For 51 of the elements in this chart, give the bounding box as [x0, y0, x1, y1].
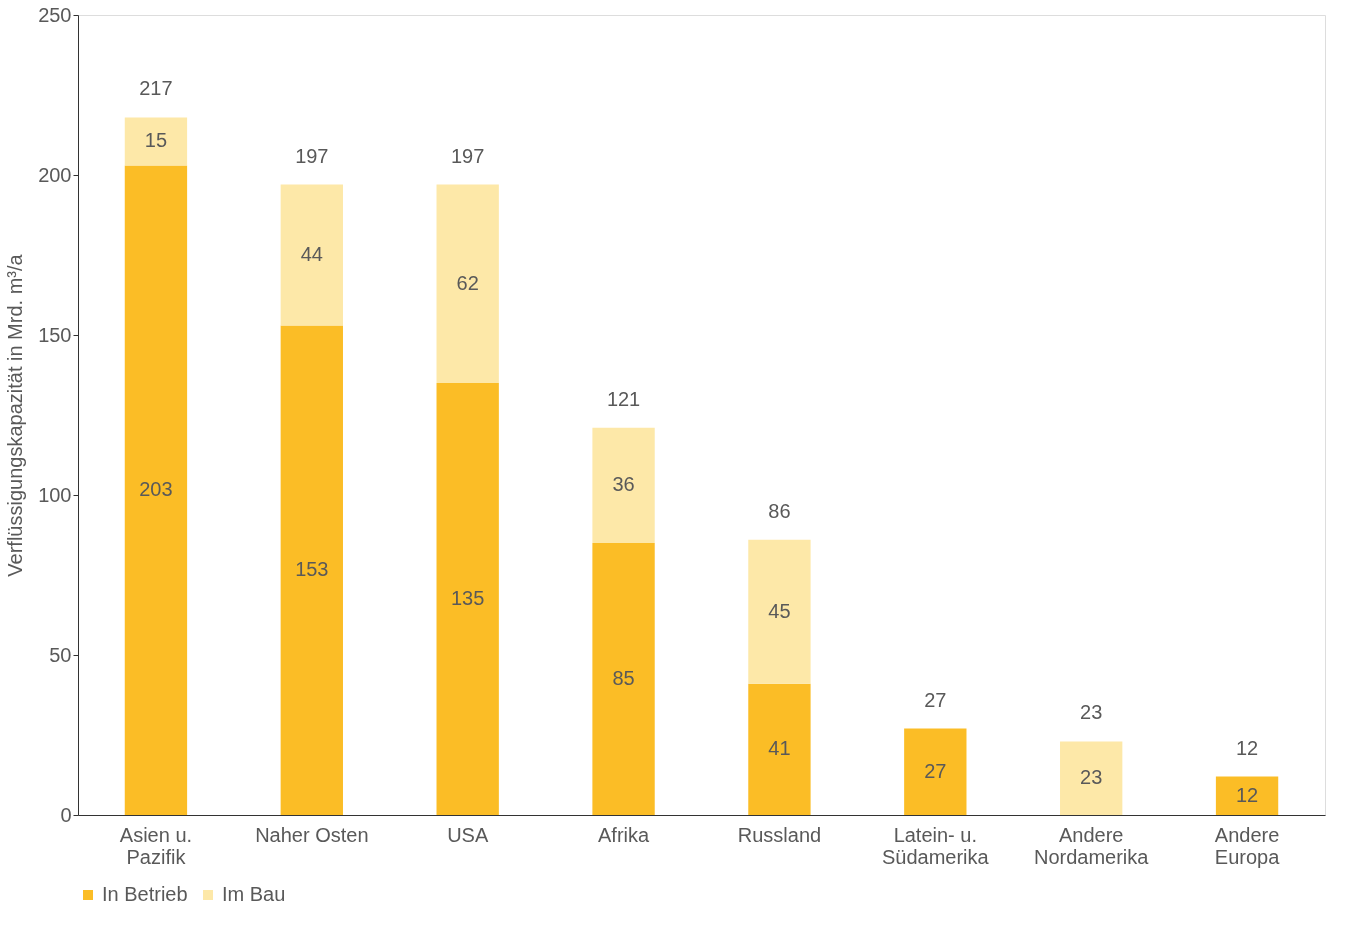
x-tick-label: Russland — [737, 823, 822, 846]
x-tick-label: Latein- u. Südamerika — [881, 823, 990, 868]
y-tick-label: 250 — [38, 3, 72, 26]
total-label: 121 — [606, 387, 641, 410]
bar — [124, 117, 188, 166]
bar — [124, 165, 188, 815]
y-tick-label: 0 — [60, 803, 72, 826]
total-label: 197 — [451, 144, 485, 167]
data-label: 41 — [768, 737, 791, 760]
bar — [280, 325, 343, 815]
legend-label: Im Bau — [222, 883, 286, 905]
y-tick-label: 100 — [38, 483, 72, 506]
data-label: 27 — [924, 759, 947, 782]
bar — [748, 539, 811, 684]
data-label: 23 — [1080, 766, 1103, 789]
data-label: 203 — [139, 478, 173, 501]
bar — [592, 427, 655, 543]
data-label: 85 — [612, 667, 635, 689]
data-label: 15 — [144, 129, 168, 152]
bar — [904, 728, 967, 815]
x-tick-label: USA — [447, 823, 489, 846]
x-tick-label: Andere Nordamerika — [1033, 823, 1150, 868]
data-label: 153 — [295, 558, 329, 581]
y-tick-label: 150 — [38, 323, 72, 346]
total-label: 23 — [1080, 701, 1103, 724]
legend-label: In Betrieb — [102, 883, 188, 905]
data-label: 36 — [612, 473, 635, 496]
data-label: 135 — [451, 587, 485, 609]
y-axis-title: Verflüssigungskapazität in Mrd. m³/a — [4, 253, 27, 577]
bar — [748, 683, 811, 815]
total-label: 86 — [768, 499, 791, 522]
data-label: 62 — [456, 271, 479, 294]
total-label: 197 — [295, 144, 329, 167]
total-label: 27 — [924, 688, 947, 711]
data-label: 12 — [1235, 783, 1259, 806]
bar — [1215, 776, 1279, 815]
x-tick-label: Asien u. Pazifik — [119, 823, 193, 868]
data-label: 45 — [768, 599, 791, 622]
total-label: 12 — [1235, 736, 1259, 759]
x-tick-label: Andere Europa — [1214, 823, 1281, 868]
y-tick-label: 50 — [49, 643, 72, 666]
bar — [280, 184, 343, 326]
x-tick-label: Naher Osten — [255, 823, 369, 846]
data-label: 44 — [300, 243, 323, 265]
bar — [592, 543, 655, 815]
bar — [436, 184, 499, 383]
bar — [436, 383, 499, 815]
bar — [1060, 741, 1123, 815]
y-tick-label: 200 — [38, 163, 72, 186]
x-tick-label: Afrika — [598, 823, 650, 846]
total-label: 217 — [139, 77, 173, 100]
